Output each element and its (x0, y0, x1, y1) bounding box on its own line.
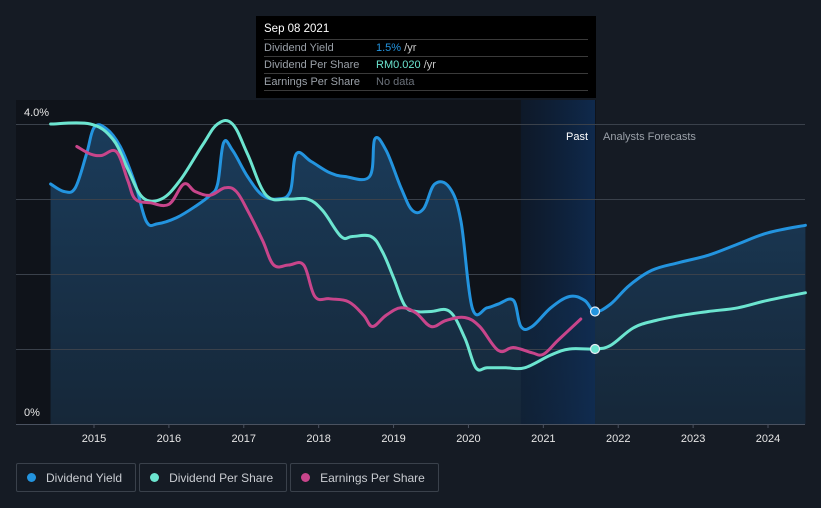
dividend-chart[interactable]: 2015 2016 2017 2018 2019 2020 2021 2022 2023 2024… (0, 0, 821, 460)
tooltip-label: Dividend Yield (264, 42, 334, 54)
tooltip-row-dividend-yield: Dividend Yield 1.5% /yr (264, 40, 588, 57)
line-earnings-per-share (75, 145, 583, 357)
legend-dot-icon (150, 473, 160, 482)
tooltip-label: Dividend Per Share (264, 59, 360, 71)
x-tick-label: 2019 (381, 433, 405, 445)
tooltip-row-dividend-per-share: Dividend Per Share RM0.020 /yr (264, 57, 588, 74)
past-label: Past (566, 131, 588, 143)
highlight-markers (589, 306, 601, 355)
tooltip-value: 1.5% /yr (376, 42, 417, 54)
legend-label: Dividend Yield (46, 470, 123, 485)
legend-label: Earnings Per Share (320, 470, 425, 485)
marker-dividend-per-share (589, 343, 601, 355)
legend-item-earnings-per-share[interactable]: Earnings Per Share (290, 463, 439, 492)
legend-item-dividend-per-share[interactable]: Dividend Per Share (139, 463, 288, 492)
chart-legend: Dividend Yield Dividend Per Share Earnin… (16, 463, 439, 492)
marker-dividend-yield (589, 306, 601, 317)
legend-label: Dividend Per Share (169, 470, 274, 485)
x-tick-label: 2015 (82, 433, 106, 445)
x-tick-label: 2016 (157, 433, 181, 445)
tooltip-value: No data (376, 76, 415, 88)
y-axis-label-top: 4.0% (24, 107, 49, 119)
past-highlight-band (520, 100, 596, 424)
y-axis-label-bottom: 0% (24, 407, 40, 419)
legend-dot-icon (301, 473, 311, 482)
x-tick-label: 2021 (531, 433, 555, 445)
tooltip-value: RM0.020 /yr (376, 59, 436, 71)
x-tick-label: 2024 (756, 433, 780, 445)
x-axis-ticks: 2015 2016 2017 2018 2019 2020 2021 2022 2023 2024 (82, 424, 780, 445)
chart-tooltip: Sep 08 2021 Dividend Yield 1.5% /yr Divi… (256, 16, 596, 98)
x-tick-label: 2017 (232, 433, 256, 445)
analysts-forecasts-label: Analysts Forecasts (603, 131, 696, 143)
tooltip-label: Earnings Per Share (264, 76, 360, 88)
line-dividend-per-share (49, 119, 807, 372)
x-tick-label: 2020 (456, 433, 480, 445)
tooltip-row-earnings-per-share: Earnings Per Share No data (264, 74, 588, 91)
tooltip-date: Sep 08 2021 (264, 23, 588, 40)
x-tick-label: 2018 (306, 433, 330, 445)
x-tick-label: 2022 (606, 433, 630, 445)
x-tick-label: 2023 (681, 433, 705, 445)
legend-item-dividend-yield[interactable]: Dividend Yield (16, 463, 137, 492)
legend-dot-icon (27, 473, 36, 482)
